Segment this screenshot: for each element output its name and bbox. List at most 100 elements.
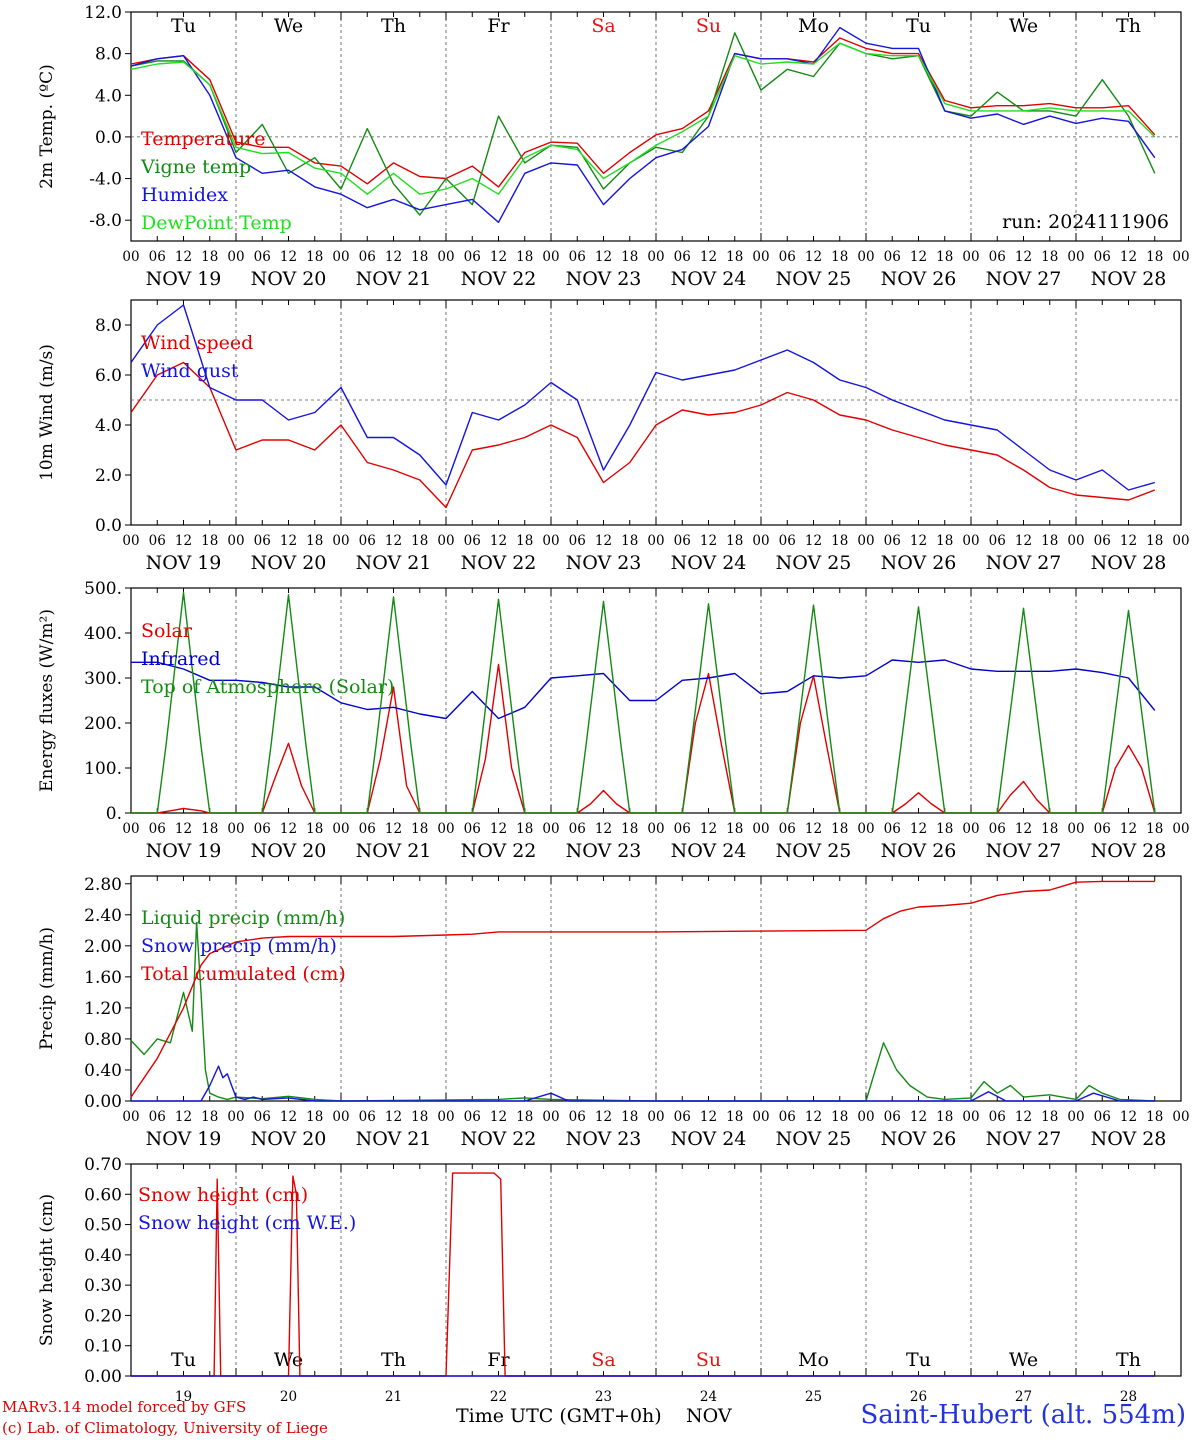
x-hour-label: 12 <box>280 821 297 837</box>
x-day-number: 20 <box>280 1389 297 1405</box>
legend-entry: Wind speed <box>141 332 253 354</box>
x-hour-label: 00 <box>962 249 979 265</box>
y-tick-label: 100. <box>84 759 122 779</box>
day-of-week-label: Tu <box>171 15 196 37</box>
y-tick-label: 8.0 <box>95 45 122 65</box>
x-date-label: NOV 22 <box>461 1128 537 1150</box>
x-hour-label: 12 <box>700 821 717 837</box>
x-hour-label: 06 <box>254 249 271 265</box>
x-day-number: 23 <box>595 1389 612 1405</box>
series-line <box>130 42 1156 195</box>
x-date-label: NOV 28 <box>1091 840 1167 862</box>
x-day-number: 22 <box>490 1389 507 1405</box>
x-date-label: NOV 19 <box>146 1128 222 1150</box>
y-tick-label: 0. <box>106 804 122 824</box>
x-hour-label: 12 <box>595 1109 612 1125</box>
x-hour-label: 00 <box>332 533 349 549</box>
series-line <box>130 32 1156 216</box>
x-hour-label: 12 <box>1120 821 1137 837</box>
legend-entry: Snow precip (mm/h) <box>141 935 337 957</box>
x-hour-label: 18 <box>411 533 428 549</box>
x-hour-label: 06 <box>674 533 691 549</box>
x-hour-label: 06 <box>779 1109 796 1125</box>
x-hour-label: 18 <box>201 533 218 549</box>
x-hour-label: 12 <box>490 821 507 837</box>
x-date-label: NOV 24 <box>671 840 747 862</box>
legend-entry: Infrared <box>141 648 221 670</box>
x-hour-label: 00 <box>962 1109 979 1125</box>
y-axis-label: Energy fluxes (W/m²) <box>37 609 57 792</box>
x-date-label: NOV 25 <box>776 268 852 290</box>
x-hour-label: 12 <box>1015 533 1032 549</box>
x-hour-label: 18 <box>726 821 743 837</box>
x-hour-label: 18 <box>306 821 323 837</box>
x-date-label: NOV 22 <box>461 552 537 574</box>
legend-entry: Wind gust <box>141 360 239 382</box>
day-of-week-label: Su <box>696 15 721 37</box>
x-hour-label: 00 <box>542 533 559 549</box>
x-hour-label: 12 <box>595 821 612 837</box>
day-of-week-label: We <box>274 15 303 37</box>
legend-entry: Top of Atmosphere (Solar) <box>141 676 394 698</box>
y-tick-label: 0.70 <box>84 1155 122 1175</box>
x-hour-label: 18 <box>201 249 218 265</box>
y-tick-label: 12.0 <box>84 3 122 23</box>
x-date-label: NOV 25 <box>776 1128 852 1150</box>
y-tick-label: 4.0 <box>95 86 122 106</box>
series-line <box>130 37 1156 188</box>
x-hour-label: 18 <box>1146 533 1163 549</box>
x-hour-label: 00 <box>752 249 769 265</box>
x-hour-label: 06 <box>464 821 481 837</box>
panel-1: 12.0 8.0 4.0 0.0 -4.0 -8.0 2m Temp. (ºC) 00 06 12… <box>37 3 1190 290</box>
y-tick-label: 6.0 <box>95 366 122 386</box>
y-tick-label: 2.00 <box>84 937 122 957</box>
day-of-week-label: Sa <box>591 1349 615 1371</box>
x-date-label: NOV 21 <box>356 840 432 862</box>
y-tick-label: 0.00 <box>84 1367 122 1387</box>
day-of-week-label: Fr <box>487 15 510 37</box>
x-date-label: NOV 19 <box>146 840 222 862</box>
y-tick-label: 500. <box>84 579 122 599</box>
x-hour-label: 12 <box>700 533 717 549</box>
legend-entry: Liquid precip (mm/h) <box>141 907 345 929</box>
x-hour-label: 12 <box>385 821 402 837</box>
x-hour-label: 00 <box>122 533 139 549</box>
x-hour-label: 12 <box>910 533 927 549</box>
x-hour-label: 00 <box>752 1109 769 1125</box>
station-name: Saint-Hubert (alt. 554m) <box>860 1400 1186 1430</box>
series-line <box>131 1065 1155 1102</box>
x-hour-label: 06 <box>674 821 691 837</box>
x-hour-label: 06 <box>1094 533 1111 549</box>
day-of-week-label: Tu <box>906 1349 931 1371</box>
x-hour-label: 00 <box>227 1109 244 1125</box>
x-hour-label: 18 <box>726 533 743 549</box>
x-hour-label: 00 <box>752 533 769 549</box>
x-hour-label: 06 <box>779 821 796 837</box>
x-hour-label: 18 <box>936 821 953 837</box>
x-date-label: NOV 28 <box>1091 268 1167 290</box>
x-date-label: NOV 19 <box>146 552 222 574</box>
x-hour-label: 00 <box>647 821 664 837</box>
x-hour-label: 18 <box>936 1109 953 1125</box>
x-hour-label: 00 <box>962 533 979 549</box>
series-line <box>130 26 1156 224</box>
y-axis-label: Snow height (cm) <box>37 1194 57 1346</box>
y-tick-label: 0.30 <box>84 1276 122 1296</box>
x-date-label: NOV 21 <box>356 268 432 290</box>
x-date-label: NOV 23 <box>566 840 642 862</box>
x-hour-label: 06 <box>254 821 271 837</box>
xaxis-title: Time UTC (GMT+0h) <box>456 1405 662 1427</box>
x-hour-label: 12 <box>700 249 717 265</box>
x-hour-label: 00 <box>857 1109 874 1125</box>
x-date-label: NOV 27 <box>986 268 1062 290</box>
x-hour-label: 06 <box>1094 1109 1111 1125</box>
x-hour-label: 18 <box>1041 1109 1058 1125</box>
series-line <box>130 361 1156 509</box>
series-line <box>131 659 1156 720</box>
x-hour-label: 18 <box>306 249 323 265</box>
x-hour-label: 18 <box>726 249 743 265</box>
x-hour-label: 06 <box>989 249 1006 265</box>
x-hour-label: 12 <box>280 249 297 265</box>
x-hour-label: 06 <box>674 249 691 265</box>
